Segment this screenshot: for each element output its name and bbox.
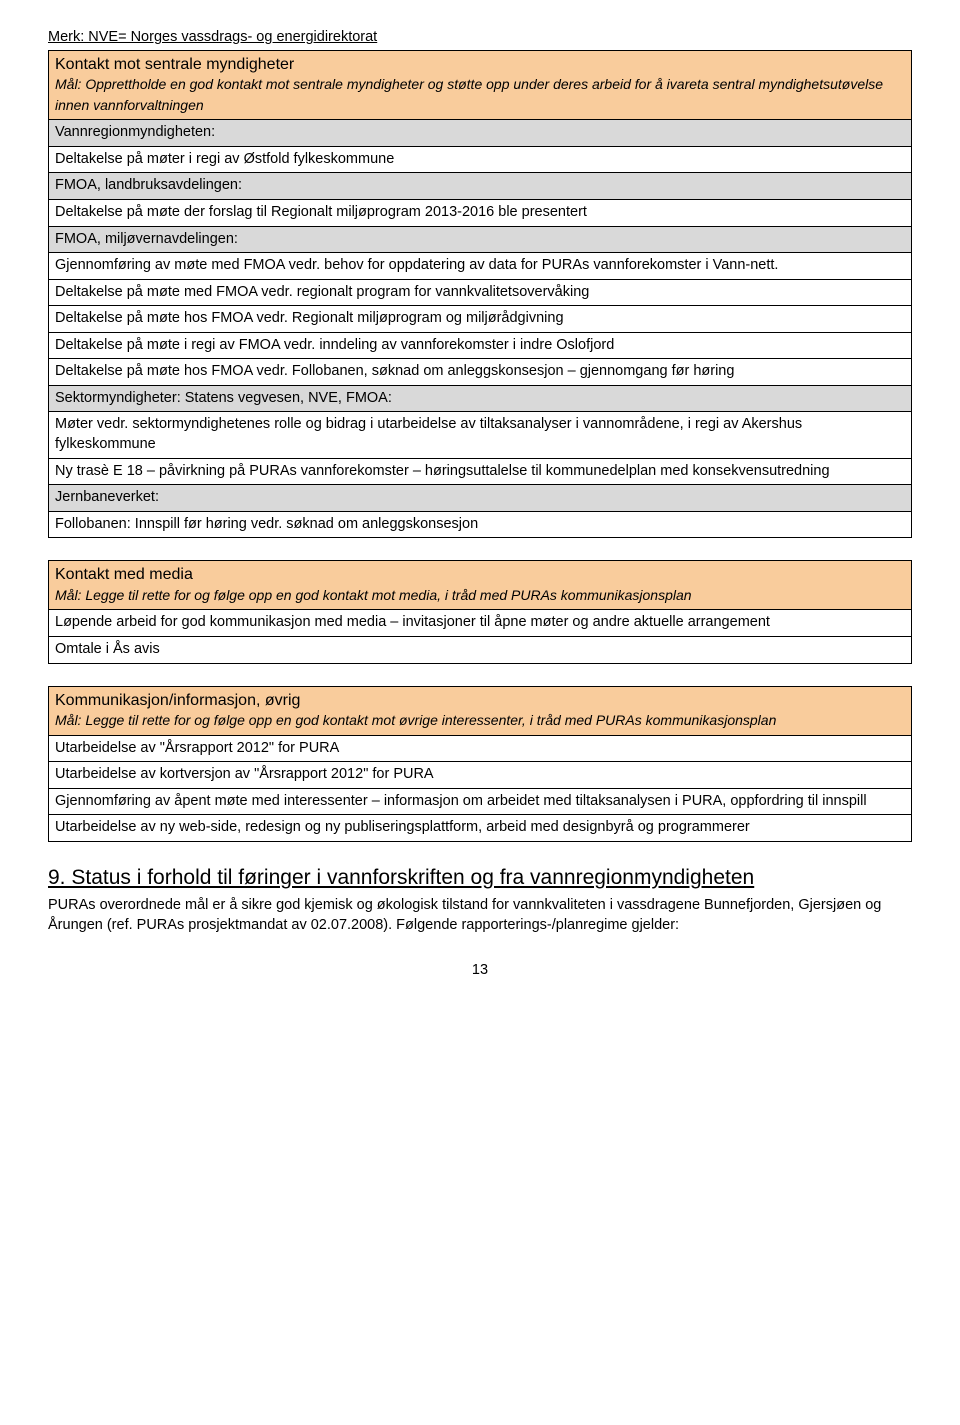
table1-sub4: Sektormyndigheter: Statens vegvesen, NVE… <box>49 385 912 412</box>
table1-sub3: FMOA, miljøvernavdelingen: <box>49 226 912 253</box>
table-row: Deltakelse på møte hos FMOA vedr. Follob… <box>49 359 912 386</box>
table-row: Møter vedr. sektormyndighetenes rolle og… <box>49 412 912 458</box>
section-9-heading: 9. Status i forhold til føringer i vannf… <box>48 864 912 892</box>
table1-sub5: Jernbaneverket: <box>49 485 912 512</box>
table-kontakt-media: Kontakt med media Mål: Legge til rette f… <box>48 560 912 663</box>
table-row: Gjennomføring av åpent møte med interess… <box>49 788 912 815</box>
table1-header: Kontakt mot sentrale myndigheter Mål: Op… <box>49 50 912 120</box>
page-number: 13 <box>48 961 912 981</box>
table3-title: Kommunikasjon/informasjon, øvrig <box>55 692 300 709</box>
table-kontakt-myndigheter: Kontakt mot sentrale myndigheter Mål: Op… <box>48 50 912 539</box>
table-row: Utarbeidelse av kortversjon av "Årsrappo… <box>49 762 912 789</box>
table2-header: Kontakt med media Mål: Legge til rette f… <box>49 561 912 610</box>
table-row: Deltakelse på møter i regi av Østfold fy… <box>49 146 912 173</box>
table1-sub2: FMOA, landbruksavdelingen: <box>49 173 912 200</box>
table-row: Gjennomføring av møte med FMOA vedr. beh… <box>49 253 912 280</box>
table-row: Utarbeidelse av ny web-side, redesign og… <box>49 815 912 842</box>
table2-goal: Mål: Legge til rette for og følge opp en… <box>55 587 692 603</box>
table1-goal: Mål: Opprettholde en god kontakt mot sen… <box>55 76 883 113</box>
table-row: Deltakelse på møte med FMOA vedr. region… <box>49 279 912 306</box>
table-row: Løpende arbeid for god kommunikasjon med… <box>49 610 912 637</box>
table-row: Follobanen: Innspill før høring vedr. sø… <box>49 511 912 538</box>
table2-title: Kontakt med media <box>55 566 193 583</box>
section-9-paragraph: PURAs overordnede mål er å sikre god kje… <box>48 896 912 935</box>
table1-title: Kontakt mot sentrale myndigheter <box>55 56 294 73</box>
table-row: Utarbeidelse av "Årsrapport 2012" for PU… <box>49 735 912 762</box>
table-row: Omtale i Ås avis <box>49 637 912 664</box>
table1-sub1: Vannregionmyndigheten: <box>49 120 912 147</box>
table3-goal: Mål: Legge til rette for og følge opp en… <box>55 712 776 728</box>
table-row: Deltakelse på møte hos FMOA vedr. Region… <box>49 306 912 333</box>
table3-header: Kommunikasjon/informasjon, øvrig Mål: Le… <box>49 686 912 735</box>
table-row: Deltakelse på møte i regi av FMOA vedr. … <box>49 332 912 359</box>
table-kommunikasjon: Kommunikasjon/informasjon, øvrig Mål: Le… <box>48 686 912 842</box>
note-line: Merk: NVE= Norges vassdrags- og energidi… <box>48 28 912 48</box>
table-row: Ny trasè E 18 – påvirkning på PURAs vann… <box>49 458 912 485</box>
table-row: Deltakelse på møte der forslag til Regio… <box>49 199 912 226</box>
